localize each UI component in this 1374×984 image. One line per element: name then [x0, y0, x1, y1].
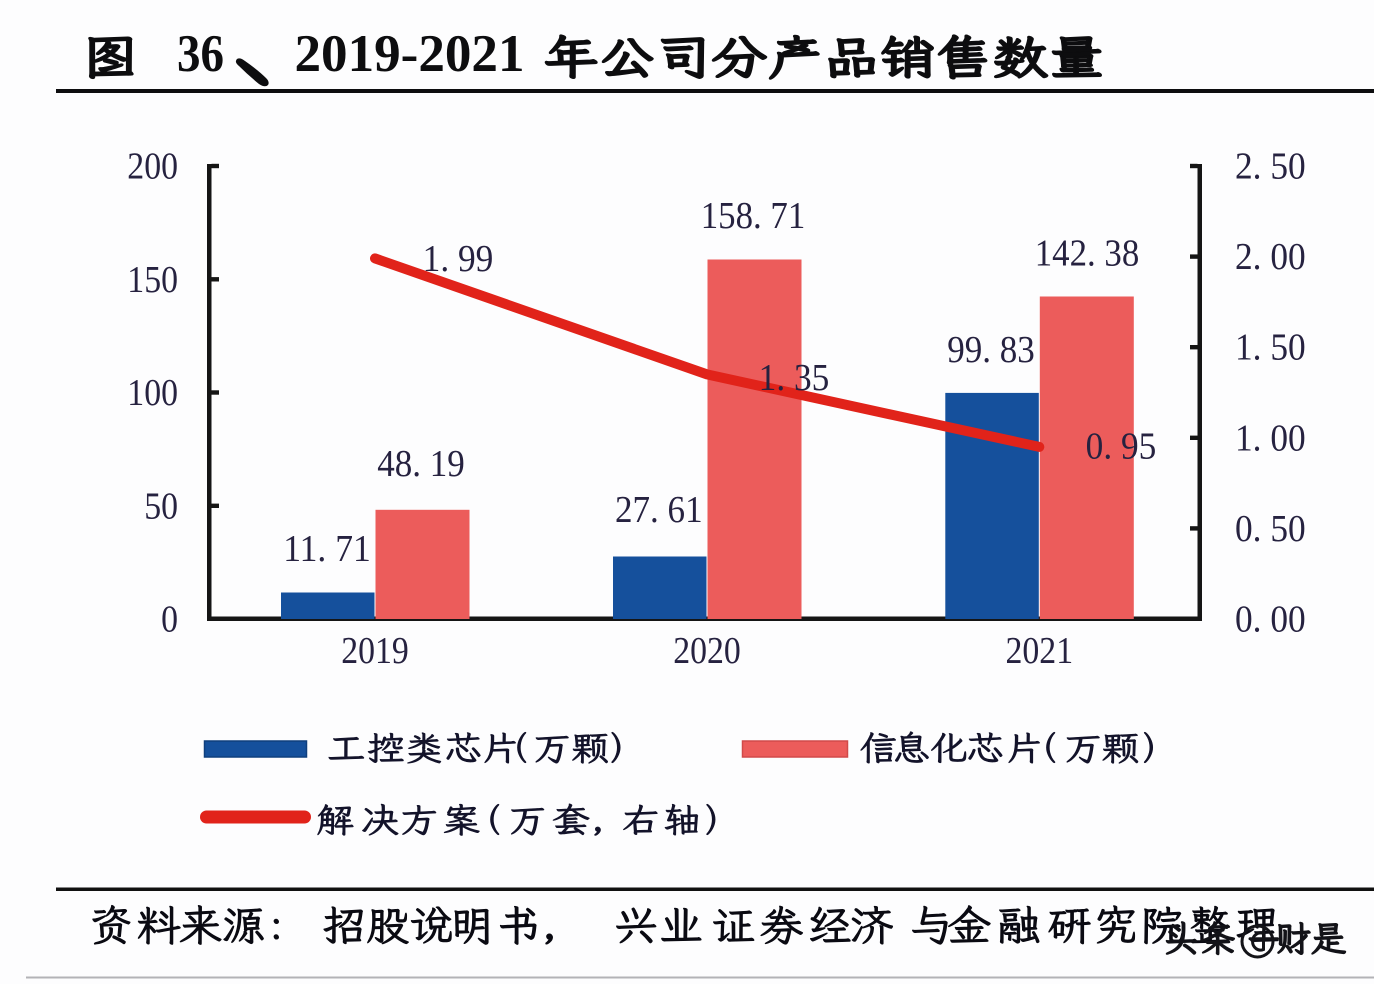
svg-text:1. 00: 1. 00: [1235, 417, 1306, 459]
svg-text:0. 00: 0. 00: [1235, 599, 1306, 641]
svg-text:200: 200: [127, 146, 178, 188]
svg-text:1. 99: 1. 99: [423, 238, 494, 280]
svg-text:2019-2021: 2019-2021: [295, 25, 525, 83]
svg-text:48. 19: 48. 19: [377, 443, 465, 485]
svg-text:2. 00: 2. 00: [1235, 236, 1306, 278]
svg-text:2020: 2020: [673, 630, 741, 672]
svg-text:1. 35: 1. 35: [759, 357, 830, 399]
svg-text:142. 38: 142. 38: [1035, 233, 1140, 275]
svg-text:2. 50: 2. 50: [1235, 146, 1306, 188]
svg-text:0. 50: 0. 50: [1235, 508, 1306, 550]
svg-text:36: 36: [177, 25, 224, 83]
svg-text:0: 0: [161, 599, 178, 641]
svg-text:0. 95: 0. 95: [1086, 426, 1157, 468]
svg-text:1. 50: 1. 50: [1235, 327, 1306, 369]
svg-text:2019: 2019: [341, 630, 409, 672]
svg-text:150: 150: [127, 259, 178, 301]
svg-text:158. 71: 158. 71: [701, 195, 806, 237]
svg-text:100: 100: [127, 372, 178, 414]
svg-text:27. 61: 27. 61: [615, 489, 703, 531]
svg-text:2021: 2021: [1006, 630, 1074, 672]
svg-text:99. 83: 99. 83: [947, 329, 1035, 371]
svg-text:50: 50: [144, 485, 178, 527]
svg-text:11. 71: 11. 71: [283, 528, 371, 570]
